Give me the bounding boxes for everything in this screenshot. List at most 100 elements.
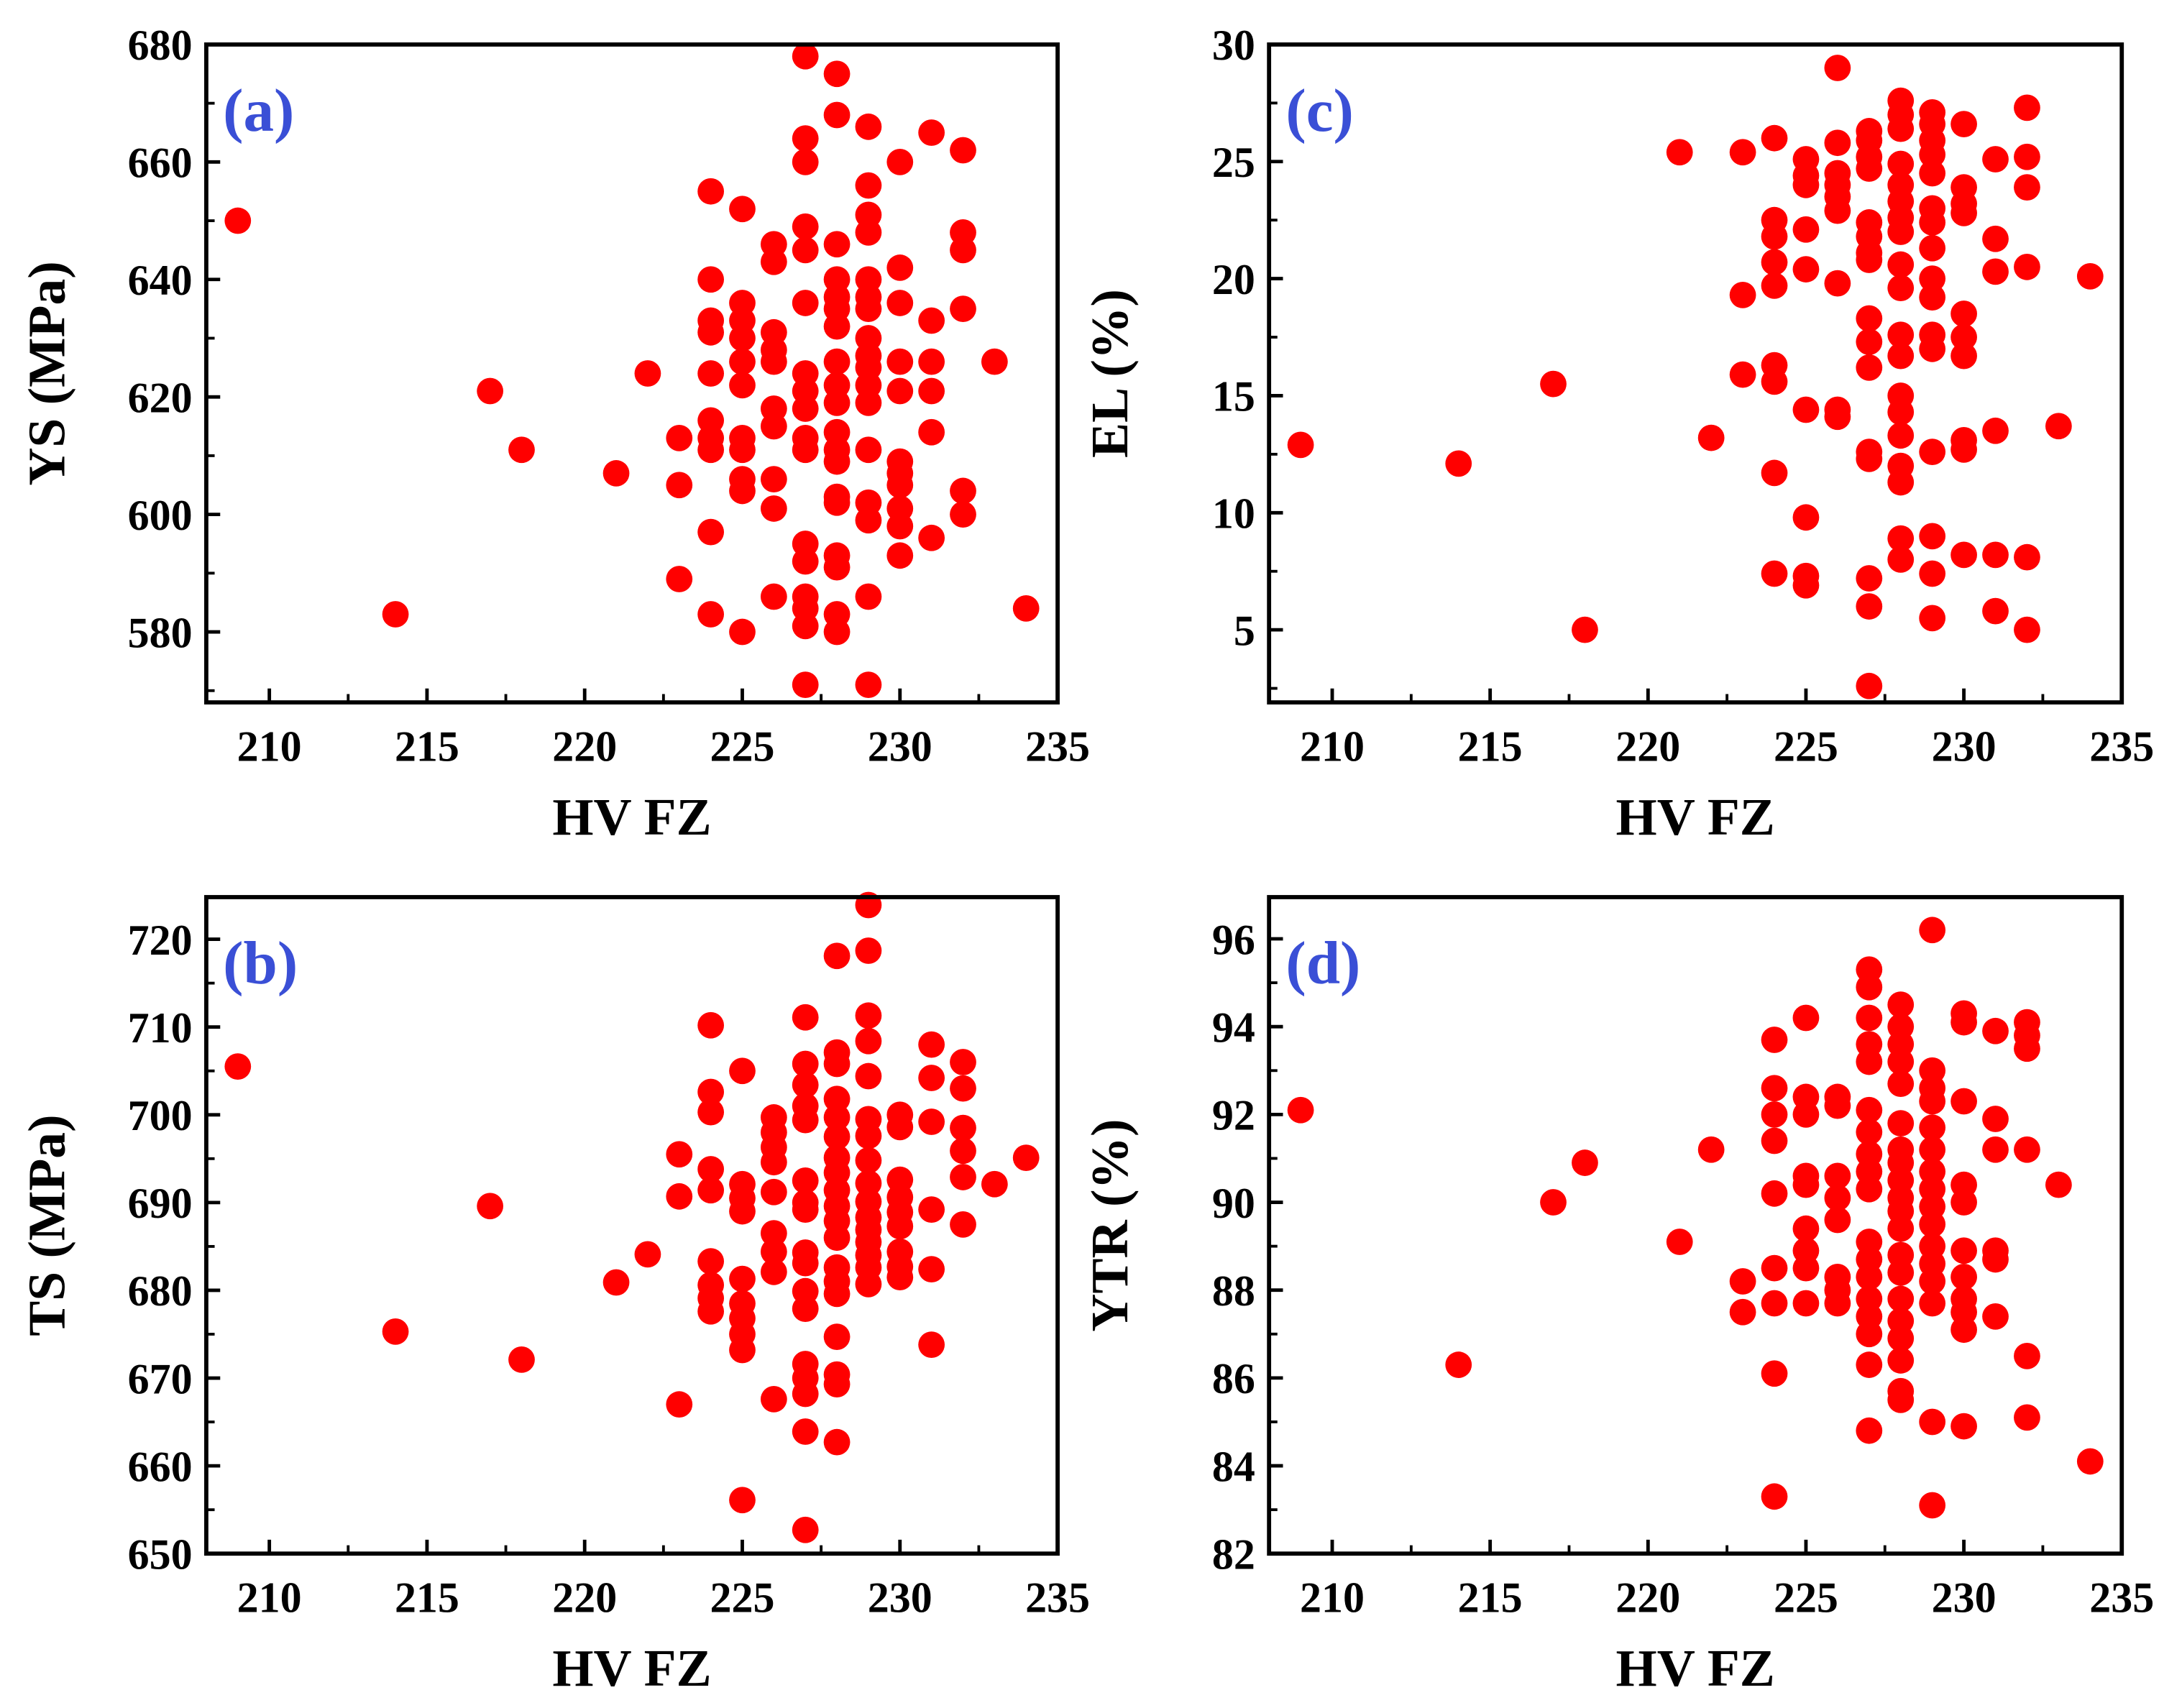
data-point — [697, 1078, 725, 1106]
data-point — [508, 436, 535, 464]
x-tick-label: 230 — [1932, 1574, 1997, 1621]
data-point — [1761, 272, 1788, 299]
y-tick-label: 82 — [1212, 1531, 1255, 1579]
x-tick-label: 225 — [1774, 722, 1838, 770]
data-point — [1919, 1492, 1946, 1519]
data-point — [1856, 672, 1883, 699]
data-point — [729, 325, 756, 352]
x-tick-label: 235 — [1025, 1574, 1090, 1621]
data-point — [697, 1156, 725, 1183]
y-tick-label: 660 — [128, 139, 193, 187]
data-point — [2014, 1342, 2040, 1369]
data-point — [855, 1271, 882, 1298]
data-point — [1887, 1285, 1915, 1313]
y-tick-label: 94 — [1212, 1004, 1255, 1051]
data-point — [1792, 396, 1820, 423]
data-point — [1982, 225, 2009, 252]
data-point — [1761, 1075, 1788, 1102]
data-point — [792, 125, 819, 152]
data-point — [224, 207, 252, 234]
data-point — [729, 196, 756, 223]
data-point — [918, 119, 945, 146]
data-point — [855, 1002, 882, 1029]
data-point — [886, 348, 914, 375]
scatter-points — [1287, 917, 2104, 1519]
data-point — [1729, 1268, 1756, 1295]
data-point — [2014, 1136, 2040, 1163]
data-point — [1287, 1096, 1314, 1124]
data-point — [950, 1137, 976, 1165]
data-point — [1919, 560, 1946, 587]
data-point — [1919, 160, 1946, 187]
data-point — [1445, 450, 1472, 477]
data-point — [1761, 560, 1788, 587]
y-tick-label: 720 — [128, 917, 193, 964]
data-point — [792, 1004, 819, 1031]
data-point — [1824, 1162, 1851, 1190]
data-point — [1824, 270, 1851, 297]
data-point — [1887, 1347, 1915, 1374]
y-tick-label: 580 — [128, 609, 193, 656]
data-point — [1950, 1009, 1977, 1036]
data-point — [886, 1213, 914, 1240]
data-point — [1887, 422, 1915, 449]
data-point — [1887, 546, 1915, 573]
data-point — [1761, 223, 1788, 250]
data-point — [1982, 1106, 2009, 1132]
data-point — [823, 1085, 851, 1113]
data-point — [697, 1011, 725, 1039]
x-tick-label: 225 — [710, 1574, 775, 1621]
panel-d: 210 215 220 225 230 235 82 84 86 88 90 92 94 96 HV FZ Y… — [1080, 895, 2154, 1697]
data-point — [918, 307, 945, 334]
data-point — [1887, 1387, 1915, 1413]
y-tick-label: 660 — [128, 1443, 193, 1490]
data-point — [760, 1258, 787, 1285]
data-point — [760, 1238, 787, 1265]
data-point — [1761, 1027, 1788, 1053]
data-point — [918, 377, 945, 405]
data-point — [1887, 1215, 1915, 1242]
data-point — [1919, 284, 1946, 311]
x-tick-label: 225 — [1774, 1574, 1838, 1621]
data-point — [1729, 1298, 1756, 1326]
data-point — [823, 1280, 851, 1308]
data-point — [823, 1050, 851, 1078]
data-point — [1856, 1119, 1883, 1146]
data-point — [1856, 593, 1883, 620]
x-tick-label: 220 — [552, 1574, 617, 1621]
data-point — [792, 548, 819, 575]
data-point — [855, 1147, 882, 1174]
data-point — [1950, 323, 1977, 351]
data-point — [792, 1106, 819, 1134]
x-tick-label: 235 — [1025, 722, 1090, 770]
data-point — [1950, 1316, 1977, 1344]
y-axis-title: YS (MPa) — [17, 261, 76, 485]
data-point — [823, 231, 851, 258]
panel-b: 210 215 220 225 230 235 650 660 670 680 690 700 710 7… — [17, 891, 1090, 1697]
y-tick-label: 690 — [128, 1180, 193, 1227]
data-point — [823, 389, 851, 416]
data-point — [729, 436, 756, 464]
data-point — [792, 1050, 819, 1078]
data-point — [1887, 469, 1915, 496]
data-point — [823, 1123, 851, 1150]
data-point — [792, 1380, 819, 1408]
data-point — [823, 1224, 851, 1252]
data-point — [729, 477, 756, 505]
data-point — [1572, 1149, 1598, 1176]
data-point — [634, 1241, 661, 1268]
data-point — [1919, 234, 1946, 262]
data-point — [823, 348, 851, 375]
data-point — [855, 113, 882, 140]
data-point — [760, 1385, 787, 1413]
data-point — [1887, 219, 1915, 245]
y-tick-label: 84 — [1212, 1443, 1255, 1490]
data-point — [224, 1053, 252, 1080]
data-point — [1919, 265, 1946, 292]
data-point — [1950, 200, 1977, 226]
data-point — [823, 1104, 851, 1131]
data-point — [792, 671, 819, 698]
data-point — [1919, 1088, 1946, 1115]
data-point — [855, 583, 882, 610]
